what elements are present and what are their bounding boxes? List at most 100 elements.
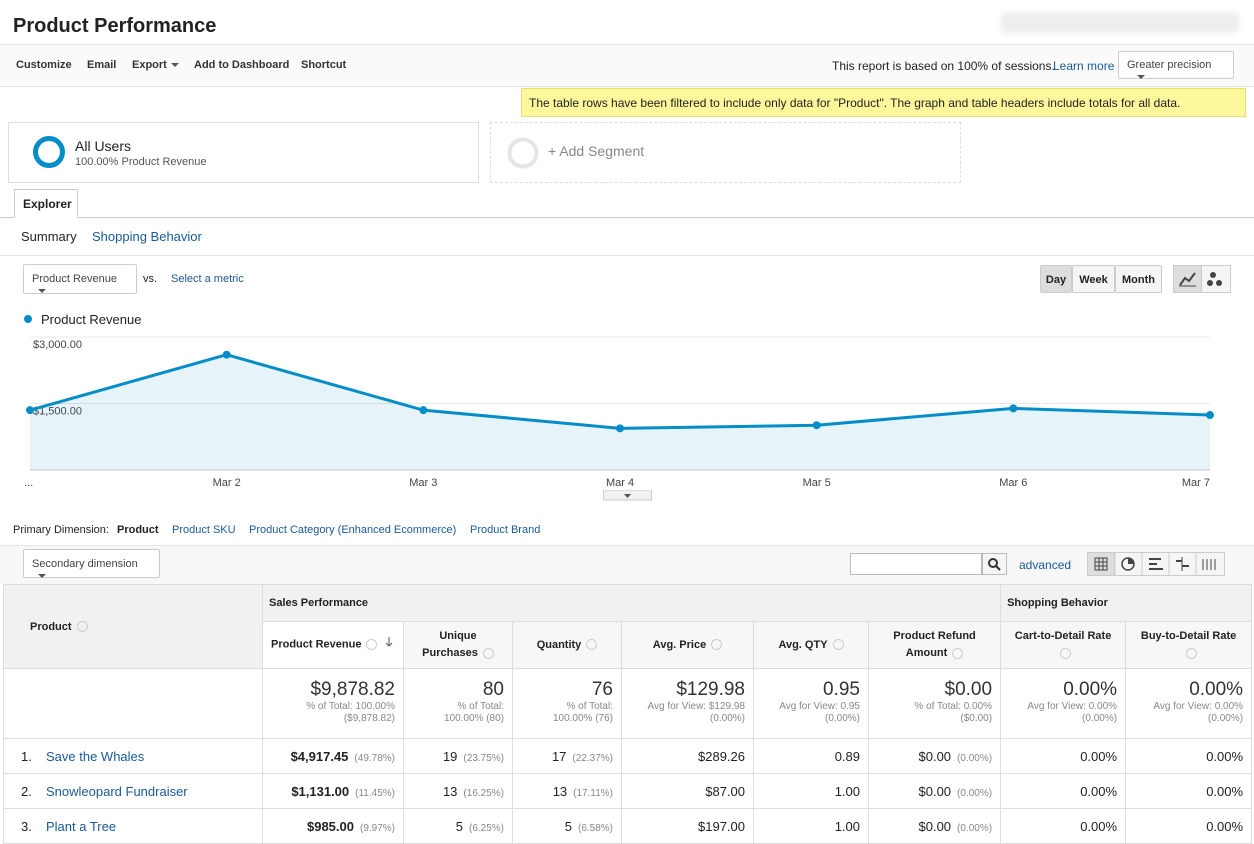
total-detail: % of Total: 100.00%	[306, 701, 395, 712]
x-tick-label: ...	[24, 477, 33, 489]
metric-value: 0.00%	[1206, 748, 1244, 764]
period-button[interactable]: Week	[1072, 265, 1115, 293]
legend-dot	[24, 315, 32, 323]
totals-cell: 0.00% Avg for View: 0.00% (0.00%)	[1125, 668, 1253, 739]
y-tick-label: $3,000.00	[33, 339, 82, 351]
product-cell: 2. Snowleopard Fundraiser	[3, 773, 263, 809]
metric-cell: 1.00	[753, 773, 869, 809]
chart-collapse[interactable]	[603, 490, 652, 501]
segment-card[interactable]	[8, 122, 479, 183]
total-detail: Avg for View: $129.98	[647, 701, 745, 712]
toolbar-item[interactable]: Shortcut	[301, 59, 347, 71]
metric-value: $0.00	[918, 783, 952, 799]
help-icon	[952, 647, 964, 659]
metric-value: 0.00%	[1080, 783, 1118, 799]
metric-value: 1.00	[834, 783, 860, 799]
advanced-link[interactable]: advanced	[1019, 558, 1072, 572]
toolbar-item[interactable]: Customize	[16, 59, 72, 71]
toolbar-item[interactable]: Export	[132, 59, 179, 71]
primary-dimension-option[interactable]: Product Brand	[470, 524, 541, 536]
metric-value: $87.00	[705, 783, 745, 799]
view-toggles[interactable]	[1087, 552, 1225, 576]
metric-cell: 1.00	[753, 808, 869, 844]
period-button-active[interactable]: Day	[1040, 265, 1072, 293]
add-segment-card[interactable]	[490, 122, 961, 183]
metric-value: 17	[551, 748, 567, 764]
metric-percent: (0.00%)	[957, 822, 993, 834]
chart-type-buttons[interactable]	[1173, 265, 1231, 293]
metric-cell: 5 (6.25%)	[403, 808, 513, 844]
segment-name: All Users	[75, 138, 132, 154]
column-header-text: Avg. QTY	[778, 638, 828, 651]
toolbar-item[interactable]: Email	[87, 59, 117, 71]
total-value: 0.00%	[1063, 679, 1118, 700]
total-detail: (0.00%)	[824, 713, 860, 724]
metric-value: 13	[442, 783, 458, 799]
column-header: Cart-to-Detail Rate	[1000, 621, 1127, 669]
product-link[interactable]: Plant a Tree	[46, 818, 117, 834]
search-input[interactable]	[850, 553, 982, 575]
precision-dropdown[interactable]: Greater precision	[1118, 51, 1234, 80]
total-value: $0.00	[944, 679, 993, 700]
learn-more-link[interactable]: Learn more	[1053, 59, 1115, 73]
totals-row: $9,878.82% of Total: 100.00% ($9,878.82) 8…	[3, 668, 1253, 739]
metric-cell: 0.00%	[1000, 773, 1127, 809]
metric-value: 5	[455, 818, 463, 834]
primary-dimension-option[interactable]: Product Category (Enhanced Ecommerce)	[249, 524, 457, 536]
point	[616, 424, 624, 433]
product-link[interactable]: Snowleopard Fundraiser	[46, 783, 188, 799]
period-button[interactable]: Month	[1115, 265, 1162, 293]
select-metric-link[interactable]: Select a metric	[171, 273, 244, 285]
subtab-active[interactable]: Summary	[21, 229, 77, 244]
legend-label: Product Revenue	[41, 312, 142, 327]
total-detail: (0.00%)	[709, 713, 745, 724]
primary-dimension-option[interactable]: Product SKU	[172, 524, 236, 536]
date-range-blurred[interactable]	[1000, 12, 1240, 34]
row-rank: 2.	[21, 783, 32, 799]
group-header: Shopping Behavior	[1000, 584, 1253, 622]
product-link[interactable]: Save the Whales	[46, 748, 145, 764]
primary-dimension-active[interactable]: Product	[117, 524, 159, 536]
metric-cell: $0.00 (0.00%)	[867, 738, 1002, 774]
subtab[interactable]: Shopping Behavior	[92, 229, 202, 244]
product-cell: 1. Save the Whales	[3, 738, 263, 774]
help-icon	[711, 639, 723, 651]
dimension-header: Product	[3, 584, 263, 669]
metric-dropdown[interactable]: Product Revenue	[23, 264, 137, 294]
point	[812, 421, 821, 430]
secondary-dimension-dropdown[interactable]: Secondary dimension	[23, 549, 160, 579]
area	[30, 354, 1210, 470]
group-header-row: Product Sales Performance Shopping Behavio…	[3, 584, 1253, 669]
y-tick-label: $1,500.00	[33, 406, 82, 418]
column-header: Unique Purchases	[403, 621, 513, 669]
segment-ring	[33, 136, 65, 168]
total-detail: ($0.00)	[960, 713, 993, 724]
metric-value: 0.00%	[1206, 783, 1244, 799]
metric-percent: (22.37%)	[572, 752, 613, 764]
metric-cell: 0.00%	[1125, 738, 1253, 774]
toolbar-item[interactable]: Add to Dashboard	[194, 59, 290, 71]
totals-blank	[3, 668, 263, 739]
total-value: 0.95	[823, 679, 860, 700]
metric-value: $289.26	[698, 748, 745, 764]
total-detail: % of Total: 0.00%	[914, 701, 993, 712]
total-detail: (0.00%)	[1082, 713, 1118, 724]
totals-cell: $129.98 Avg for View: $129.98 (0.00%)	[621, 668, 754, 739]
column-header-text: Cart-to-Detail Rate	[1014, 630, 1112, 642]
vs-label: vs.	[143, 273, 158, 285]
sampling-text: This report is based on 100% of sessions…	[832, 59, 1055, 73]
metric-cell: $197.00	[621, 808, 754, 844]
total-detail: % of Total:	[457, 701, 504, 712]
metric-value: 0.00%	[1206, 818, 1244, 834]
metric-value: $1,131.00	[291, 783, 350, 799]
add-segment[interactable]: + Add Segment	[548, 143, 645, 159]
metric-cell: $4,917.45 (49.78%)	[262, 738, 404, 774]
metric-percent: (17.11%)	[573, 787, 613, 799]
explorer-tab[interactable]: Explorer	[14, 189, 78, 218]
total-detail: 100.00% (76)	[552, 713, 613, 724]
search-button[interactable]	[982, 553, 1007, 575]
row-rank: 1.	[21, 748, 32, 764]
x-tick-label: Mar 2	[213, 477, 241, 489]
total-value: 76	[591, 679, 613, 700]
